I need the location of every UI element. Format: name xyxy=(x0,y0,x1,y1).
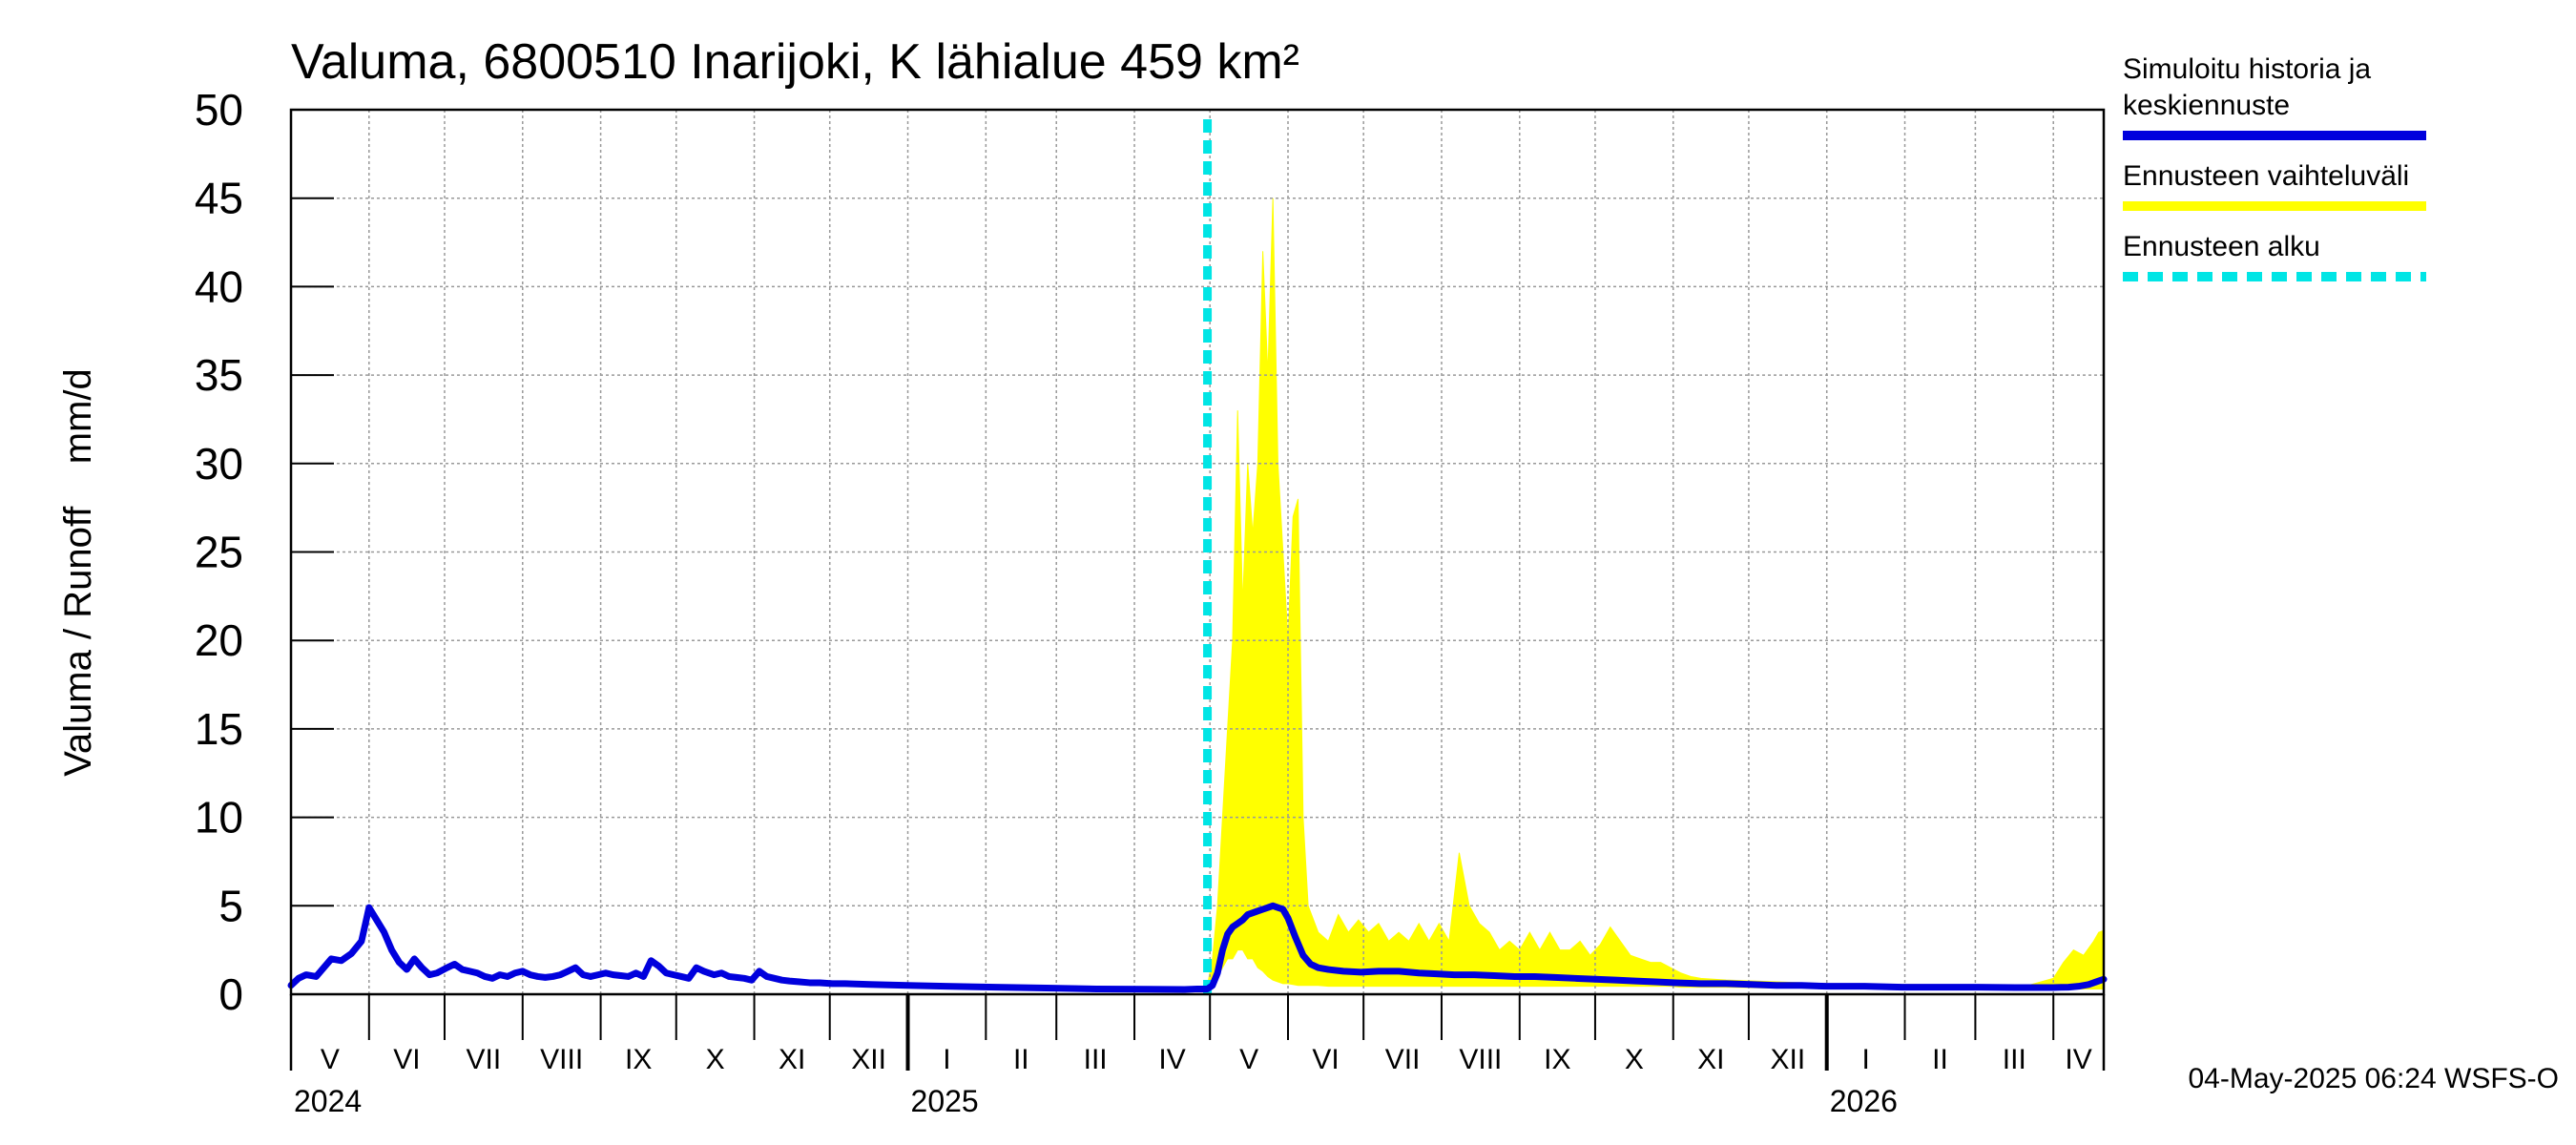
month-label: II xyxy=(1013,1044,1029,1075)
legend-label: keskiennuste xyxy=(2123,90,2290,121)
month-label: VI xyxy=(393,1044,420,1075)
legend-label: Ennusteen vaihteluväli xyxy=(2123,160,2409,192)
y-tick-label: 15 xyxy=(195,704,243,754)
runoff-series-line xyxy=(287,902,2108,993)
month-label: V xyxy=(321,1044,340,1075)
month-label: III xyxy=(1084,1044,1108,1075)
month-label: V xyxy=(1239,1044,1258,1075)
month-label: XI xyxy=(779,1044,805,1075)
month-label: XII xyxy=(851,1044,886,1075)
runoff-series-layer xyxy=(287,902,2108,993)
y-tick-label: 40 xyxy=(195,261,243,311)
month-label: II xyxy=(1932,1044,1948,1075)
y-tick-label: 30 xyxy=(195,439,243,489)
year-label: 2024 xyxy=(294,1084,362,1118)
month-label: I xyxy=(943,1044,950,1075)
month-label: IX xyxy=(625,1044,652,1075)
legend: Simuloitu historia ja keskiennuste Ennuste… xyxy=(2123,53,2426,281)
month-label: VIII xyxy=(1459,1044,1502,1075)
month-label: X xyxy=(706,1044,725,1075)
year-label: 2025 xyxy=(911,1084,979,1118)
month-label: IV xyxy=(2065,1044,2091,1075)
month-labels: V VI VII VIII IX X XI XII I II III IV V VI VII VIII IX X X… xyxy=(321,1044,2092,1075)
month-label: IV xyxy=(1158,1044,1185,1075)
y-tick-label: 20 xyxy=(195,615,243,665)
chart-title: Valuma, 6800510 Inarijoki, K lähialue 45… xyxy=(291,34,1299,90)
year-label: 2026 xyxy=(1830,1084,1898,1118)
grid-layer xyxy=(291,109,2104,994)
month-label: VII xyxy=(467,1044,502,1075)
legend-item: Ennusteen vaihteluväli xyxy=(2123,160,2426,211)
legend-item: Simuloitu historia ja keskiennuste xyxy=(2123,53,2426,140)
month-label: XII xyxy=(1770,1044,1805,1075)
month-label: X xyxy=(1625,1044,1644,1075)
plot-frame xyxy=(289,108,2106,996)
month-label: IX xyxy=(1544,1044,1570,1075)
forecast-range-band-layer xyxy=(1207,198,2105,990)
y-tick-label: 5 xyxy=(218,881,243,930)
month-label: I xyxy=(1861,1044,1869,1075)
y-tick-label: 0 xyxy=(218,969,243,1019)
month-label: XI xyxy=(1697,1044,1724,1075)
axes-layer xyxy=(289,108,2106,1071)
y-tick-label: 50 xyxy=(195,85,243,135)
y-tick-label: 35 xyxy=(195,350,243,400)
month-label: III xyxy=(2003,1044,2026,1075)
y-axis-label: Valuma / Runoff mm/d xyxy=(57,368,99,777)
legend-label: Simuloitu historia ja xyxy=(2123,53,2371,85)
y-tick-label: 10 xyxy=(195,793,243,843)
month-label: VIII xyxy=(540,1044,583,1075)
month-label: VII xyxy=(1385,1044,1421,1075)
forecast-range-band xyxy=(1207,198,2105,990)
year-labels: 2024 2025 2026 xyxy=(294,1084,1898,1118)
legend-label: Ennusteen alku xyxy=(2123,231,2320,262)
timestamp-footer: 04-May-2025 06:24 WSFS-O xyxy=(2189,1063,2560,1094)
legend-item: Ennusteen alku xyxy=(2123,231,2426,281)
y-tick-label: 45 xyxy=(195,174,243,223)
y-tick-labels: 0 5 10 15 20 25 30 35 40 45 50 xyxy=(195,85,243,1019)
month-label: VI xyxy=(1312,1044,1339,1075)
y-tick-label: 25 xyxy=(195,528,243,577)
